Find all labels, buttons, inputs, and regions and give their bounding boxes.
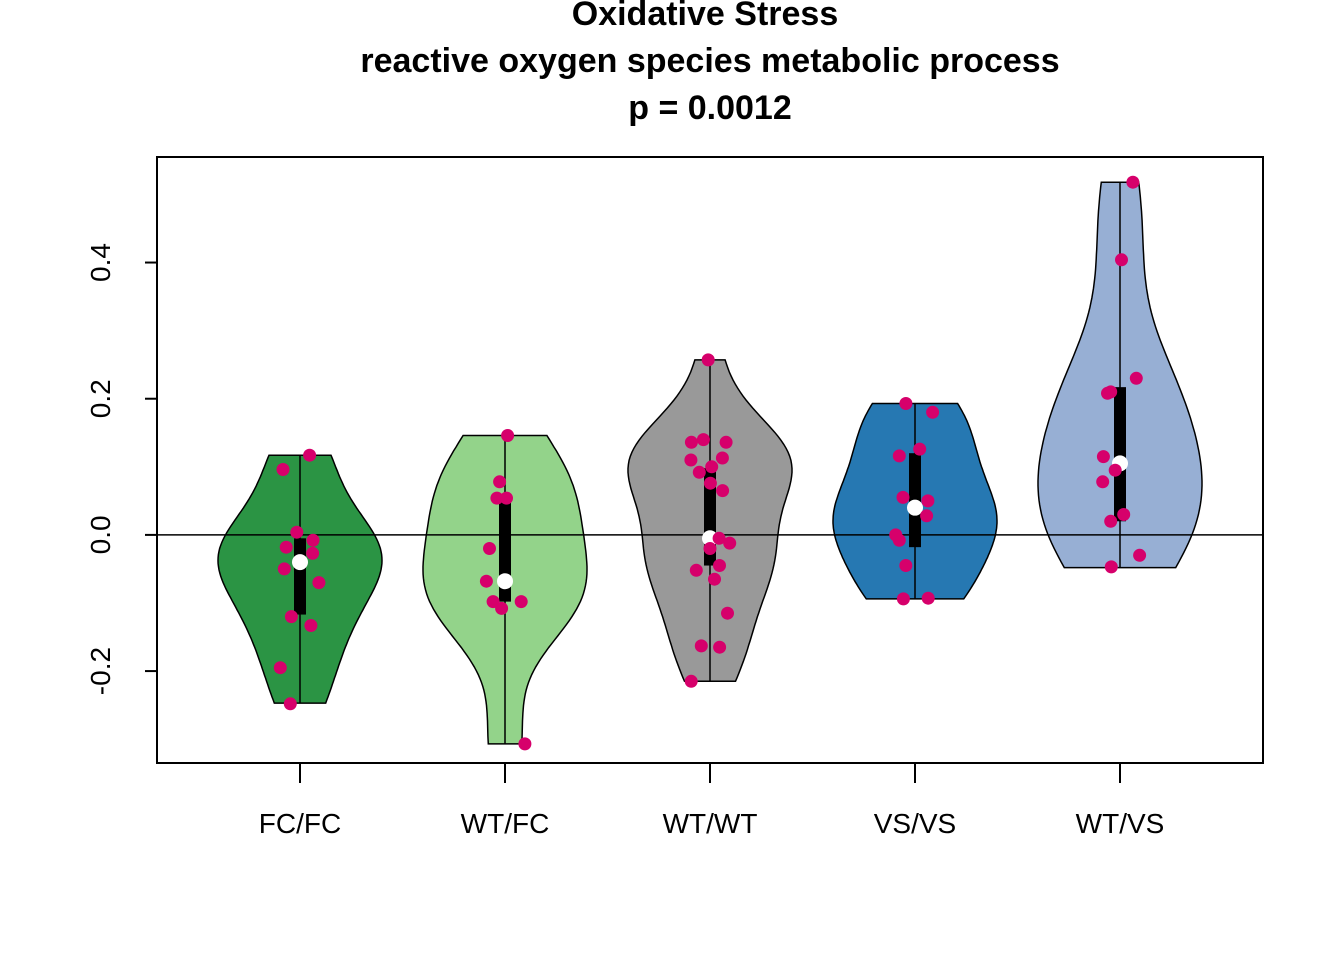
violin-group xyxy=(1037,181,1203,569)
data-point xyxy=(713,559,726,572)
data-point xyxy=(892,449,906,463)
data-point xyxy=(284,610,298,624)
data-point xyxy=(1133,548,1147,562)
data-point xyxy=(312,576,326,590)
data-point xyxy=(689,563,703,577)
data-point xyxy=(483,542,496,555)
data-point xyxy=(705,460,719,474)
plot-area xyxy=(157,175,1263,751)
violin-group xyxy=(627,359,793,683)
data-point xyxy=(514,595,528,609)
data-point xyxy=(306,546,320,560)
y-tick-label: 0.0 xyxy=(85,515,116,554)
data-point xyxy=(713,640,727,654)
x-tick-label: FC/FC xyxy=(259,808,341,839)
data-point xyxy=(723,536,737,550)
y-tick-label: 0.4 xyxy=(85,243,116,282)
violin-iqr-box xyxy=(1114,387,1126,522)
data-point xyxy=(715,451,729,465)
data-point xyxy=(1104,560,1118,574)
data-point xyxy=(493,475,507,489)
data-point xyxy=(899,397,913,410)
data-point xyxy=(719,435,733,449)
y-axis: -0.2 0.0 0.2 0.4 xyxy=(85,243,158,695)
data-point xyxy=(518,737,532,751)
median-dot xyxy=(907,499,923,516)
x-tick-label: WT/VS xyxy=(1076,808,1165,839)
data-point xyxy=(1117,508,1131,521)
chart-title: Oxidative Stress xyxy=(572,0,838,33)
data-point xyxy=(501,429,515,442)
data-point xyxy=(684,435,698,449)
data-point xyxy=(712,531,726,545)
data-point xyxy=(277,562,291,576)
data-point xyxy=(1096,475,1110,489)
data-point xyxy=(703,476,717,490)
data-point xyxy=(692,465,706,479)
chart-subtitle: reactive oxygen species metabolic proces… xyxy=(360,42,1059,80)
data-point xyxy=(684,674,698,688)
data-point xyxy=(1126,175,1140,189)
median-dot xyxy=(497,573,513,590)
data-point xyxy=(701,353,715,367)
data-point xyxy=(696,433,710,447)
data-point xyxy=(306,533,320,547)
data-point xyxy=(490,491,504,505)
data-point xyxy=(304,619,318,632)
data-point xyxy=(1096,450,1110,464)
data-point xyxy=(500,491,513,505)
data-point xyxy=(290,525,304,539)
data-point xyxy=(276,463,290,476)
data-point xyxy=(921,494,935,508)
data-point xyxy=(1115,253,1128,267)
data-point xyxy=(283,697,297,711)
data-point xyxy=(495,601,509,615)
data-point xyxy=(721,606,734,620)
data-point xyxy=(694,639,708,653)
y-tick-label: -0.2 xyxy=(85,647,116,695)
data-point xyxy=(913,442,927,456)
data-point xyxy=(896,592,910,606)
x-tick-label: WT/WT xyxy=(663,808,758,839)
data-point xyxy=(1129,371,1143,385)
data-point xyxy=(921,591,935,605)
y-tick-label: 0.2 xyxy=(85,379,116,418)
data-point xyxy=(896,490,910,504)
median-dot xyxy=(292,554,308,571)
data-point xyxy=(1108,463,1122,477)
data-point xyxy=(708,572,721,586)
data-point xyxy=(892,533,906,547)
x-tick-label: VS/VS xyxy=(874,808,956,839)
data-point xyxy=(279,540,293,554)
data-point xyxy=(1101,386,1114,400)
violin-iqr-box xyxy=(294,538,306,615)
data-point xyxy=(1104,514,1118,528)
data-point xyxy=(926,405,940,419)
data-point xyxy=(684,453,698,467)
x-tick-label: WT/FC xyxy=(461,808,550,839)
data-point xyxy=(273,661,287,675)
data-point xyxy=(716,484,730,498)
data-point xyxy=(899,559,913,572)
violin-group xyxy=(217,454,383,704)
x-axis: FC/FC WT/FC WT/WT VS/VS WT/VS xyxy=(259,763,1165,839)
data-point xyxy=(703,542,717,555)
data-point xyxy=(479,574,493,588)
p-value-label: p = 0.0012 xyxy=(628,89,792,127)
data-point xyxy=(303,448,317,462)
data-point xyxy=(920,509,934,523)
